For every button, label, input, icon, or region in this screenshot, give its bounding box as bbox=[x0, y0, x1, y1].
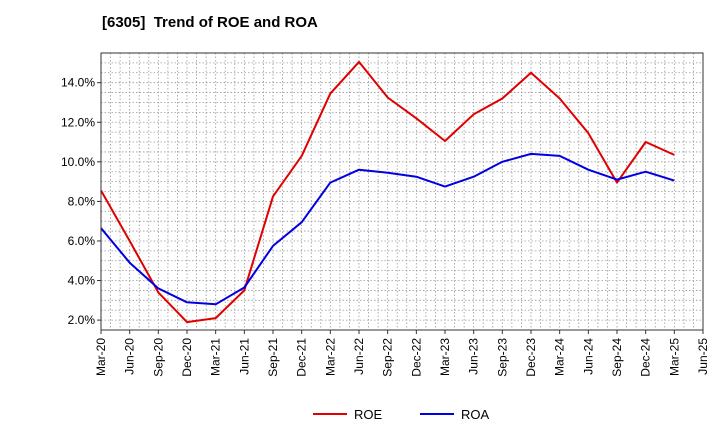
series-line-roa bbox=[100, 152, 675, 306]
legend-label-roa: ROA bbox=[461, 407, 490, 422]
x-tick-label: Mar-22 bbox=[323, 338, 337, 376]
x-tick-label: Dec-22 bbox=[409, 338, 423, 377]
x-tick-label: Sep-24 bbox=[610, 338, 624, 377]
x-tick-label: Mar-21 bbox=[209, 338, 223, 376]
x-tick-label: Mar-25 bbox=[667, 338, 681, 376]
x-tick-label: Dec-23 bbox=[524, 338, 538, 377]
x-tick-label: Dec-21 bbox=[295, 338, 309, 377]
y-tick-label: 12.0% bbox=[61, 115, 95, 129]
chart-title: [6305] Trend of ROE and ROA bbox=[102, 14, 318, 31]
x-tick-label: Jun-21 bbox=[237, 338, 251, 375]
y-tick-label: 10.0% bbox=[61, 155, 95, 169]
x-tick-label: Jun-22 bbox=[352, 338, 366, 375]
plot-frame bbox=[100, 52, 704, 331]
x-tick-label: Sep-20 bbox=[151, 338, 165, 377]
legend: ROE ROA bbox=[313, 407, 490, 422]
series-lines bbox=[100, 60, 675, 324]
x-tick-label: Jun-24 bbox=[581, 338, 595, 375]
y-tick-label: 6.0% bbox=[68, 234, 96, 248]
x-tick-label: Sep-21 bbox=[266, 338, 280, 377]
x-axis-ticks: Mar-20 Jun-20 Sep-20 Dec-20 Mar-21 Jun-21 Sep-… bbox=[94, 330, 710, 377]
x-tick-label: Sep-23 bbox=[495, 338, 509, 377]
y-tick-label: 2.0% bbox=[68, 313, 96, 327]
series-line-roe bbox=[100, 60, 675, 324]
grid-lines bbox=[101, 53, 703, 330]
x-tick-label: Jun-25 bbox=[696, 338, 710, 375]
y-tick-label: 4.0% bbox=[68, 274, 96, 288]
y-axis-ticks: 2.0% 4.0% 6.0% 8.0% 10.0% 12.0% 14.0% bbox=[61, 76, 101, 327]
legend-label-roe: ROE bbox=[354, 407, 383, 422]
x-tick-label: Jun-20 bbox=[123, 338, 137, 375]
x-tick-label: Dec-24 bbox=[639, 338, 653, 377]
x-tick-label: Mar-23 bbox=[438, 338, 452, 376]
y-tick-label: 14.0% bbox=[61, 76, 95, 90]
y-tick-label: 8.0% bbox=[68, 194, 96, 208]
x-tick-label: Mar-20 bbox=[94, 338, 108, 376]
x-tick-label: Dec-20 bbox=[180, 338, 194, 377]
x-tick-label: Jun-23 bbox=[467, 338, 481, 375]
x-tick-label: Mar-24 bbox=[553, 338, 567, 376]
x-tick-label: Sep-22 bbox=[381, 338, 395, 377]
